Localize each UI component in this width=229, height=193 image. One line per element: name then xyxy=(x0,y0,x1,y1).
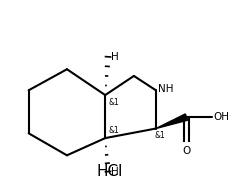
Text: O: O xyxy=(182,146,190,156)
Text: HCl: HCl xyxy=(96,164,123,179)
Text: &1: &1 xyxy=(108,126,118,135)
Text: OH: OH xyxy=(212,112,228,122)
Polygon shape xyxy=(155,114,187,129)
Text: &1: &1 xyxy=(154,131,165,140)
Text: NH: NH xyxy=(157,84,172,94)
Text: H: H xyxy=(110,167,118,177)
Text: &1: &1 xyxy=(108,98,118,107)
Text: H: H xyxy=(110,52,118,62)
